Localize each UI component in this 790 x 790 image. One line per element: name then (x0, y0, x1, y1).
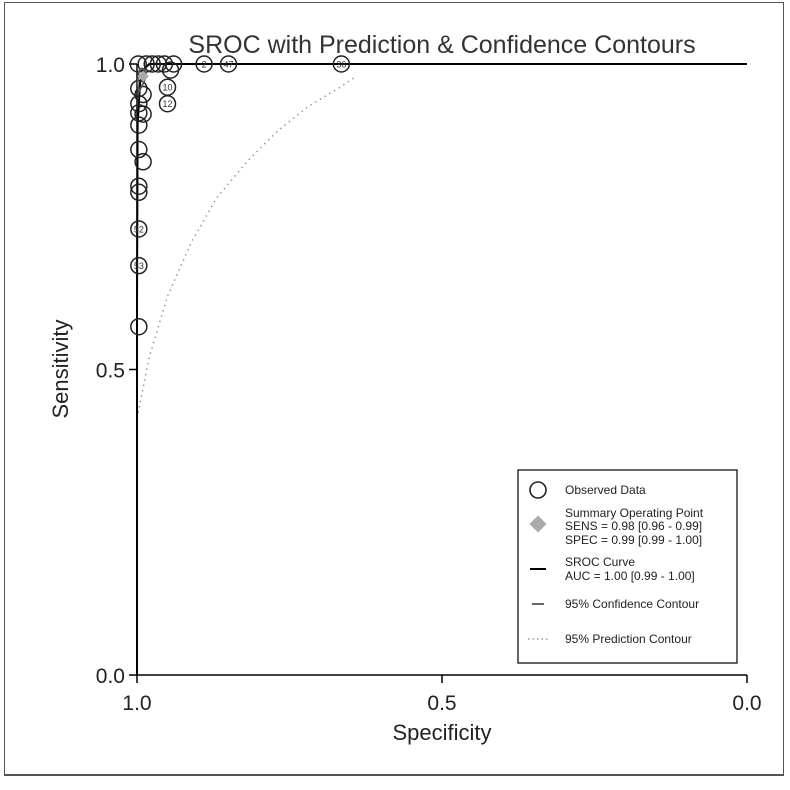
y-tick-label: 0.5 (96, 360, 125, 383)
x-tick-label: 0.5 (427, 692, 456, 715)
observed-point (134, 153, 152, 171)
x-axis-label: Specificity (392, 720, 491, 745)
observed-point (130, 140, 148, 159)
observed-point (161, 61, 180, 79)
legend-spec: SPEC = 0.99 [0.99 - 1.00] (565, 533, 702, 547)
observed-point-label: 47 (223, 60, 233, 70)
observed-point-label: 36 (336, 60, 346, 70)
legend-prediction-label: 95% Prediction Contour (565, 632, 692, 646)
y-tick-label: 1.0 (96, 54, 125, 77)
observed-point (130, 317, 148, 336)
observed-point (134, 85, 152, 104)
observed-point-label: 52 (134, 224, 144, 234)
observed-point (130, 94, 148, 113)
legend-box (517, 469, 738, 664)
observed-point-label: 12 (162, 99, 172, 109)
x-tick-label: 1.0 (122, 692, 151, 715)
observed-point (130, 220, 148, 238)
confidence-contour (136, 67, 148, 95)
observed-point (158, 94, 177, 113)
sroc-curve (136, 63, 747, 675)
y-axis-label: Sensitivity (48, 319, 73, 418)
chart-title: SROC with Prediction & Confidence Contou… (188, 31, 695, 59)
observed-point (219, 55, 238, 73)
legend-summary-title: Summary Operating Point (565, 506, 704, 520)
observed-point (130, 183, 148, 202)
legend: Observed Data Summary Operating Point SE… (517, 469, 738, 664)
observed-point (155, 55, 174, 73)
observed-point-label: 2 (202, 60, 207, 70)
legend-observed-marker (529, 481, 547, 499)
y-tick-label: 0.0 (96, 665, 125, 688)
legend-sens: SENS = 0.98 [0.96 - 0.99] (565, 519, 702, 533)
plot-area: 1.0 0.5 0.0 1.0 0.5 0.0 36 47 2 10 12 52 53 (96, 54, 762, 715)
legend-confidence-label: 95% Confidence Contour (565, 597, 699, 611)
legend-sroc-title: SROC Curve (565, 555, 635, 569)
observed-point (143, 55, 161, 73)
legend-summary-marker (529, 515, 547, 533)
observed-point (130, 256, 148, 275)
observed-point (130, 116, 148, 134)
observed-point-label: 53 (134, 261, 144, 271)
prediction-contour (136, 75, 358, 419)
x-tick-label: 0.0 (732, 692, 761, 715)
observed-point (134, 105, 152, 123)
observed-point (332, 55, 351, 73)
observed-point (130, 177, 148, 195)
observed-point (195, 55, 213, 73)
legend-auc: AUC = 1.00 [0.99 - 1.00] (565, 569, 695, 583)
frame-border (4, 2, 784, 776)
observed-point-label: 10 (162, 83, 172, 93)
legend-observed-label: Observed Data (565, 483, 646, 497)
